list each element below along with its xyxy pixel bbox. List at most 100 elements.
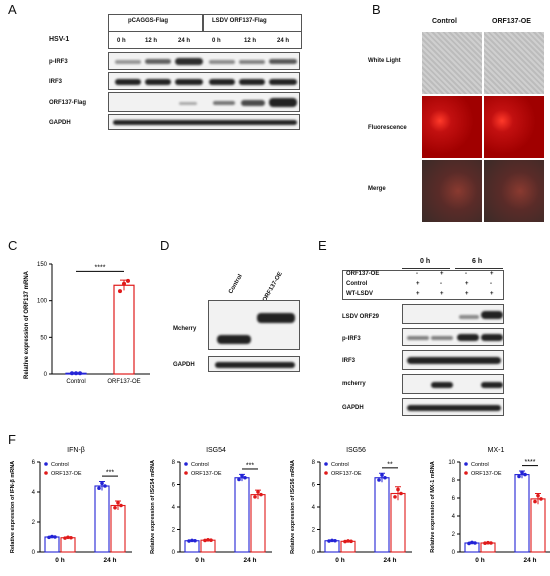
sig-marker: **** bbox=[525, 459, 536, 466]
data-point bbox=[399, 491, 403, 496]
blot-orf137-flag bbox=[108, 92, 300, 112]
cond-value: - bbox=[490, 281, 492, 287]
data-point bbox=[380, 473, 384, 477]
y-tick-label: 0 bbox=[172, 550, 176, 556]
cond-value: + bbox=[416, 291, 420, 297]
data-point bbox=[209, 538, 213, 542]
row-label-fluorescence: Fluorescence bbox=[368, 125, 407, 131]
data-point bbox=[333, 538, 337, 543]
data-point bbox=[536, 493, 540, 498]
bar bbox=[390, 492, 406, 553]
f-chart-title: ISG54 bbox=[206, 447, 226, 454]
y-tick-label: 0 bbox=[32, 550, 36, 556]
time-label: 0 h bbox=[117, 38, 126, 44]
data-point bbox=[259, 492, 263, 497]
condition-table bbox=[342, 270, 504, 300]
data-point bbox=[473, 541, 477, 545]
data-point bbox=[103, 484, 107, 488]
data-point bbox=[343, 539, 347, 544]
legend-marker-control bbox=[184, 462, 188, 466]
f-chart-title: MX-1 bbox=[488, 447, 505, 454]
panel-c-chart: Relative expression of ORF137 mRNA 0 50 10… bbox=[24, 262, 150, 385]
y-tick-label: 6 bbox=[172, 483, 176, 489]
y-tick-label: 2 bbox=[32, 520, 36, 526]
legend-oe: ORF137-OE bbox=[51, 471, 82, 477]
col-label-control: Control bbox=[432, 18, 457, 25]
col-label-orf137-oe: ORF137-OE bbox=[262, 271, 284, 303]
cond-value: - bbox=[465, 271, 467, 277]
y-tick-label: 0 bbox=[312, 550, 316, 556]
data-point bbox=[253, 495, 257, 499]
time-bracket-6h bbox=[455, 258, 503, 269]
data-point bbox=[203, 538, 207, 543]
y-tick-label: 100 bbox=[37, 299, 48, 305]
legend-control: Control bbox=[331, 462, 349, 468]
sig-marker: *** bbox=[246, 462, 254, 469]
legend-marker-control bbox=[44, 462, 48, 466]
data-point bbox=[193, 538, 197, 543]
data-point bbox=[533, 499, 537, 504]
data-point bbox=[256, 490, 260, 494]
data-point bbox=[237, 477, 241, 482]
data-point bbox=[383, 475, 387, 480]
row-label-p-irf3: p-IRF3 bbox=[49, 59, 68, 65]
f-chart-ylabel: Relative expression of MX-1 mRNA bbox=[430, 461, 436, 552]
y-tick-label: 2 bbox=[172, 528, 176, 534]
data-point bbox=[240, 473, 244, 478]
y-tick-label: 150 bbox=[37, 262, 48, 268]
micrograph-fluorescence-control bbox=[422, 96, 482, 158]
row-label-p-irf3: p-IRF3 bbox=[342, 336, 361, 342]
data-point bbox=[116, 501, 120, 505]
data-point bbox=[243, 475, 247, 480]
data-point bbox=[53, 535, 57, 539]
micrograph-fluorescence-orf137 bbox=[484, 96, 544, 158]
x-tick-label: 24 h bbox=[243, 557, 256, 564]
legend-oe: ORF137-OE bbox=[191, 471, 222, 477]
time-label: 24 h bbox=[277, 38, 290, 44]
data-point bbox=[517, 474, 521, 479]
y-tick-label: 10 bbox=[448, 460, 455, 466]
bar bbox=[110, 504, 126, 553]
cond-value: + bbox=[490, 291, 494, 297]
bar bbox=[250, 494, 266, 553]
legend-marker-control bbox=[324, 462, 328, 466]
row-label-mcherry: Mcherry bbox=[173, 326, 197, 332]
row-label-irf3: IRF3 bbox=[342, 358, 356, 364]
time-6h: 6 h bbox=[472, 258, 483, 265]
cond-value: + bbox=[416, 281, 420, 287]
legend-control: Control bbox=[471, 462, 489, 468]
bar bbox=[340, 540, 356, 553]
data-point bbox=[393, 495, 397, 499]
x-tick-label: ORF137-OE bbox=[107, 379, 140, 385]
row-label-mcherry: mcherry bbox=[342, 381, 366, 387]
data-point bbox=[467, 541, 471, 546]
data-point bbox=[113, 505, 117, 510]
row-label-lsdv-orf29: LSDV ORF29 bbox=[342, 314, 380, 320]
row-label-gapdh: GAPDH bbox=[173, 362, 195, 368]
data-point bbox=[483, 541, 487, 546]
data-point bbox=[100, 481, 104, 486]
y-tick-label: 6 bbox=[452, 496, 456, 502]
data-point bbox=[330, 538, 334, 543]
bar bbox=[200, 539, 216, 553]
row-label-merge: Merge bbox=[368, 186, 386, 192]
f-chart-ylabel: Relative expression of ISG56 mRNA bbox=[290, 460, 296, 554]
data-point bbox=[486, 540, 490, 545]
legend-control: Control bbox=[51, 462, 69, 468]
data-point bbox=[346, 539, 350, 543]
data-point bbox=[63, 536, 67, 540]
data-point bbox=[377, 478, 381, 482]
bar bbox=[184, 540, 200, 553]
cond-value: + bbox=[490, 271, 494, 277]
f-chart-ylabel: Relative expression of IFN-β mRNA bbox=[10, 461, 16, 553]
y-tick-label: 8 bbox=[172, 460, 176, 466]
bar bbox=[94, 485, 110, 553]
time-label: 12 h bbox=[244, 38, 257, 44]
x-tick-label: 24 h bbox=[103, 557, 116, 564]
group-pcaggs: pCAGGS-Flag bbox=[128, 18, 168, 24]
cond-value: + bbox=[465, 281, 469, 287]
data-point bbox=[69, 535, 73, 540]
col-label-orf137-oe: ORF137-OE bbox=[492, 18, 531, 25]
time-bracket-0h bbox=[402, 258, 450, 269]
data-point bbox=[50, 534, 54, 539]
